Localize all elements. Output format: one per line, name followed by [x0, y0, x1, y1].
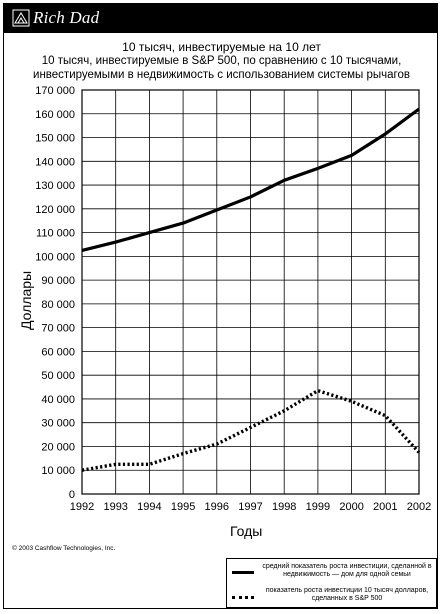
x-tick-label: 1992: [70, 501, 94, 513]
x-tick-label: 1994: [137, 501, 161, 513]
y-tick-label: 20 000: [41, 441, 75, 453]
legend-label-real-estate: средний показатель роста инвестиции, сде…: [262, 563, 432, 578]
legend-label-sp500: показатель роста инвестиции 10 тысяч дол…: [265, 587, 429, 602]
axes: [81, 89, 420, 495]
chart-title-line-2: 10 тысяч, инвестируемые в S&P 500, по ср…: [41, 55, 402, 67]
y-tick-label: 0: [69, 489, 75, 501]
x-tick-label: 2002: [407, 501, 431, 513]
x-tick-label: 1999: [306, 501, 330, 513]
y-tick-label: 170 000: [35, 85, 75, 97]
y-tick-label: 40 000: [41, 394, 75, 406]
chart-title-line-1: 10 тысяч, инвестируемые на 10 лет: [122, 40, 321, 54]
y-tick-label: 130 000: [35, 180, 75, 192]
x-tick-label: 1997: [238, 501, 262, 513]
x-tick-label: 1993: [103, 501, 127, 513]
legend: средний показатель роста инвестиции, сде…: [226, 558, 437, 608]
y-tick-label: 110 000: [36, 228, 75, 240]
y-axis-label: Доллары: [18, 270, 34, 330]
y-tick-label: 10 000: [41, 465, 75, 477]
x-tick-label: 1998: [272, 501, 296, 513]
y-tick-label: 90 000: [41, 275, 75, 287]
y-tick-label: 100 000: [35, 251, 75, 263]
y-tick-label: 60 000: [41, 346, 75, 358]
y-tick-label: 30 000: [41, 418, 75, 430]
brand-logo-icon: [12, 9, 30, 27]
brand-name: Rich Dad: [33, 8, 100, 27]
y-tick-label: 140 000: [35, 156, 75, 168]
grid: [81, 89, 420, 495]
y-tick-label: 70 000: [41, 323, 75, 335]
y-tick-label: 50 000: [41, 370, 75, 382]
y-tick-label: 120 000: [35, 204, 75, 216]
x-tick-label: 2000: [339, 501, 363, 513]
x-tick-label: 2001: [373, 501, 397, 513]
chart-title-line-3: инвестируемыми в недвижимость с использо…: [33, 69, 410, 81]
y-tick-labels: 0 10 000 20 000 30 000 40 000 50 000 60 000 70 …: [35, 85, 75, 501]
logo-bar: Rich Dad: [3, 3, 438, 33]
copyright-note: © 2003 Cashflow Technologies, Inc.: [12, 545, 116, 552]
legend-swatch-dotted: [232, 596, 254, 599]
legend-swatch-solid: [232, 571, 254, 574]
y-tick-label: 80 000: [41, 299, 75, 311]
plot-area-border: [81, 89, 420, 495]
x-axis-label: Годы: [230, 523, 263, 539]
y-tick-label: 160 000: [35, 109, 75, 121]
chart-frame: [3, 3, 438, 609]
x-tick-label: 1995: [171, 501, 195, 513]
x-tick-labels: 1992 1993 1994 1995 1996 1997 1998 1999 2000 2001…: [70, 501, 431, 513]
y-tick-label: 150 000: [35, 133, 75, 145]
series-lines: [81, 107, 421, 472]
x-tick-label: 1996: [205, 501, 229, 513]
